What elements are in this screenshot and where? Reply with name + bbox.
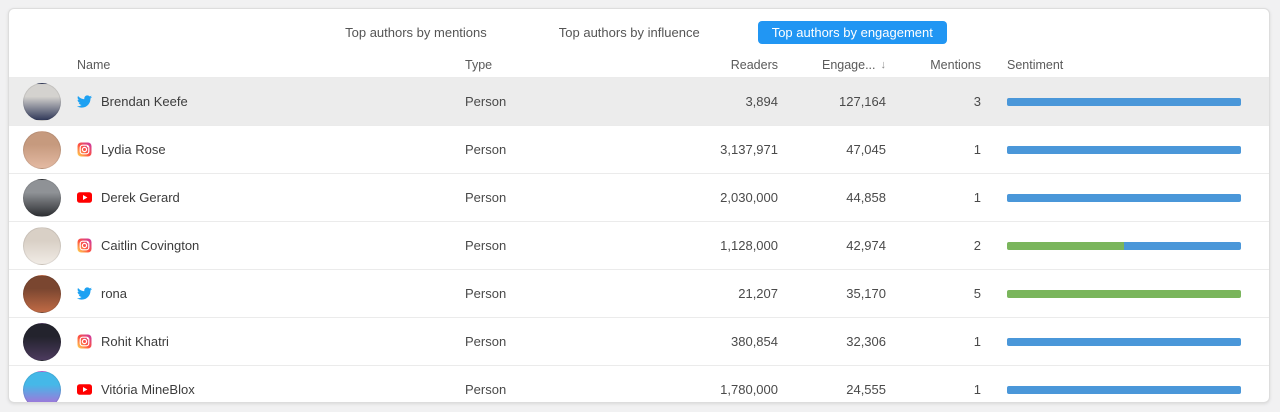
sentiment-segment-blue (1007, 97, 1241, 106)
readers-value: 3,137,971 (720, 142, 778, 157)
sentiment-segment-blue (1007, 145, 1241, 154)
sentiment-segment-blue (1007, 193, 1241, 202)
engagement-value: 35,170 (846, 286, 886, 301)
instagram-icon (77, 334, 92, 349)
author-name: Derek Gerard (101, 190, 180, 205)
author-name: Rohit Khatri (101, 334, 169, 349)
author-type: Person (465, 286, 507, 301)
column-header-type[interactable]: Type (465, 58, 493, 72)
engagement-value: 44,858 (846, 190, 886, 205)
readers-value: 1,128,000 (720, 238, 778, 253)
author-type: Person (465, 94, 507, 109)
engagement-value: 24,555 (846, 382, 886, 397)
column-header-engagement-label: Engage... (821, 58, 876, 72)
author-name: Brendan Keefe (101, 94, 188, 109)
author-type: Person (465, 190, 507, 205)
author-type: Person (465, 142, 507, 157)
author-name: Vitória MineBlox (101, 382, 195, 397)
top-authors-panel: Top authors by mentions Top authors by in… (8, 8, 1270, 403)
author-avatar (23, 130, 61, 169)
tab-top-authors-by-mentions[interactable]: Top authors by mentions (345, 24, 487, 40)
twitter-icon (77, 286, 92, 301)
author-type: Person (465, 382, 507, 397)
author-row[interactable]: Derek Gerard Person 2,030,000 44,858 1 (9, 173, 1269, 221)
mentions-value: 5 (973, 286, 981, 301)
tab-top-authors-by-influence[interactable]: Top authors by influence (558, 24, 700, 40)
sentiment-segment-green (1007, 241, 1124, 250)
engagement-value: 42,974 (846, 238, 886, 253)
twitter-icon (77, 94, 92, 109)
readers-value: 3,894 (745, 94, 778, 109)
readers-value: 380,854 (731, 334, 778, 349)
author-row[interactable]: Lydia Rose Person 3,137,971 47,045 1 (9, 125, 1269, 173)
author-row[interactable]: rona Person 21,207 35,170 5 (9, 269, 1269, 317)
author-avatar (23, 178, 61, 217)
engagement-value: 47,045 (846, 142, 886, 157)
author-row[interactable]: Vitória MineBlox Person 1,780,000 24,555… (9, 365, 1269, 402)
author-name: Caitlin Covington (101, 238, 200, 253)
instagram-icon (77, 142, 92, 157)
mentions-value: 1 (973, 190, 981, 205)
author-row[interactable]: Brendan Keefe Person 3,894 127,164 3 (9, 77, 1269, 125)
table-header-row: Name Type Readers Engage... ↓ Mentions S… (9, 53, 1269, 77)
column-header-name[interactable]: Name (77, 58, 111, 72)
youtube-icon (77, 190, 92, 205)
authors-table-body: Brendan Keefe Person 3,894 127,164 3 Lyd… (9, 77, 1269, 402)
author-type: Person (465, 238, 507, 253)
tab-top-authors-by-engagement[interactable]: Top authors by engagement (757, 20, 947, 44)
column-header-engagement[interactable]: Engage... ↓ (778, 58, 886, 72)
mentions-value: 2 (973, 238, 981, 253)
sentiment-segment-green (1007, 289, 1241, 298)
readers-value: 2,030,000 (720, 190, 778, 205)
youtube-icon (77, 382, 92, 397)
column-header-mentions[interactable]: Mentions (930, 58, 981, 72)
readers-value: 21,207 (738, 286, 778, 301)
author-row[interactable]: Rohit Khatri Person 380,854 32,306 1 (9, 317, 1269, 365)
author-name: Lydia Rose (101, 142, 166, 157)
engagement-value: 32,306 (846, 334, 886, 349)
mentions-value: 1 (973, 382, 981, 397)
author-row[interactable]: Caitlin Covington Person 1,128,000 42,97… (9, 221, 1269, 269)
author-type: Person (465, 334, 507, 349)
author-avatar (23, 274, 61, 313)
sentiment-segment-blue (1124, 241, 1241, 250)
sentiment-segment-blue (1007, 385, 1241, 394)
author-avatar (23, 370, 61, 402)
engagement-value: 127,164 (839, 94, 886, 109)
sentiment-bar (1007, 385, 1241, 394)
author-avatar (23, 226, 61, 265)
sentiment-bar (1007, 289, 1241, 298)
sentiment-segment-blue (1007, 337, 1241, 346)
sentiment-bar (1007, 97, 1241, 106)
sentiment-bar (1007, 145, 1241, 154)
author-avatar (23, 322, 61, 361)
mentions-value: 3 (973, 94, 981, 109)
tabs-bar: Top authors by mentions Top authors by in… (9, 9, 1269, 53)
sort-descending-icon: ↓ (880, 59, 887, 71)
sentiment-bar (1007, 241, 1241, 250)
instagram-icon (77, 238, 92, 253)
author-avatar (23, 82, 61, 121)
mentions-value: 1 (973, 142, 981, 157)
mentions-value: 1 (973, 334, 981, 349)
sentiment-bar (1007, 337, 1241, 346)
sentiment-bar (1007, 193, 1241, 202)
readers-value: 1,780,000 (720, 382, 778, 397)
author-name: rona (101, 286, 128, 301)
column-header-sentiment[interactable]: Sentiment (1007, 58, 1064, 72)
column-header-readers[interactable]: Readers (730, 58, 778, 72)
